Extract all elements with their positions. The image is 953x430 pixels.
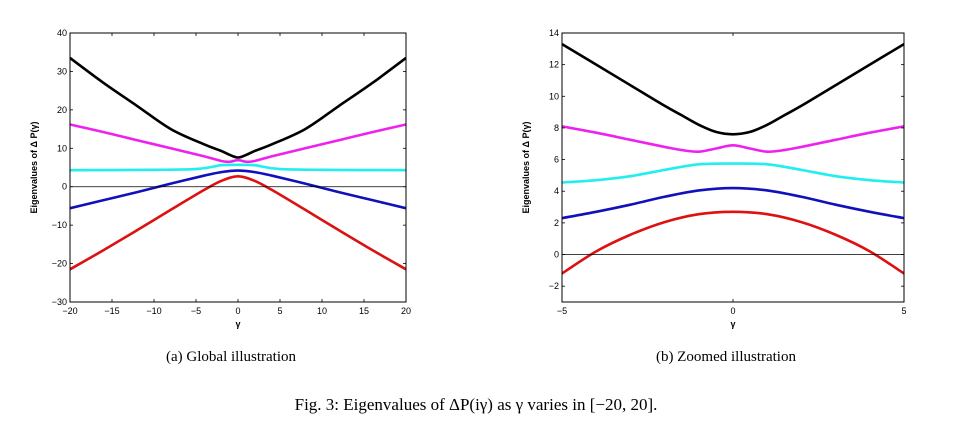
- x-axis-label-global: γ: [235, 319, 240, 329]
- series-line-zoomed-3: [562, 186, 904, 220]
- x-tick-label: 5: [277, 306, 282, 316]
- series-line-global-4: [70, 175, 406, 271]
- y-tick-label: 20: [57, 105, 67, 115]
- y-tick-label: −30: [52, 297, 67, 307]
- x-tick-label: 0: [730, 306, 735, 316]
- x-tick-label: −5: [557, 306, 567, 316]
- x-tick-label: −15: [104, 306, 119, 316]
- x-tick-label: −5: [191, 306, 201, 316]
- axes-box-global: [69, 32, 407, 303]
- caption-zoomed: (b) Zoomed illustration: [656, 349, 796, 365]
- series-layer-zoomed: [562, 42, 904, 275]
- series-line-zoomed-2: [562, 162, 904, 184]
- series-line-global-3: [70, 169, 406, 210]
- x-tick-label: 10: [317, 306, 327, 316]
- y-tick-label: 10: [549, 91, 559, 101]
- x-tick-label: −20: [62, 306, 77, 316]
- y-tick-label: 40: [57, 28, 67, 38]
- x-tick-label: 5: [901, 306, 906, 316]
- y-axis-label-global: Eigenvalues of Δ P(γ): [29, 122, 39, 214]
- y-tick-label: 8: [554, 123, 559, 133]
- y-tick-label: 0: [554, 250, 559, 260]
- x-tick-label: 0: [235, 306, 240, 316]
- series-line-global-0: [70, 56, 406, 159]
- y-tick-label: 10: [57, 143, 67, 153]
- series-line-zoomed-1: [562, 125, 904, 154]
- series-line-global-1: [70, 123, 406, 164]
- x-tick-label: −10: [146, 306, 161, 316]
- chart-panel-zoomed: −5 0 5 −2 0 2 4 6 8 10 12 14 γ Eigenvalues of Δ P(γ…: [521, 28, 907, 365]
- y-tick-label: 30: [57, 66, 67, 76]
- y-tick-label: −2: [549, 281, 559, 291]
- y-tick-label: 12: [549, 60, 559, 70]
- series-line-zoomed-4: [562, 210, 904, 275]
- series-layer-global: [70, 56, 406, 271]
- caption-global: (a) Global illustration: [166, 349, 296, 365]
- series-line-global-2: [70, 163, 406, 172]
- figure-caption: Fig. 3: Eigenvalues of ΔP(iγ) as γ varie…: [295, 395, 658, 414]
- y-tick-label: −10: [52, 220, 67, 230]
- x-axis-label-zoomed: γ: [730, 319, 735, 329]
- axes-box-zoomed: [561, 32, 905, 303]
- y-tick-label: 14: [549, 28, 559, 38]
- y-tick-label: 2: [554, 218, 559, 228]
- y-tick-label: −20: [52, 259, 67, 269]
- y-tick-label: 0: [62, 182, 67, 192]
- series-line-zoomed-0: [562, 42, 904, 136]
- ticks-layer-zoomed: −5 0 5 −2 0 2 4 6 8 10 12 14: [549, 28, 907, 316]
- y-tick-label: 6: [554, 155, 559, 165]
- x-tick-label: 20: [401, 306, 411, 316]
- y-axis-label-zoomed: Eigenvalues of Δ P(γ): [521, 122, 531, 214]
- y-tick-label: 4: [554, 186, 559, 196]
- x-tick-label: 15: [359, 306, 369, 316]
